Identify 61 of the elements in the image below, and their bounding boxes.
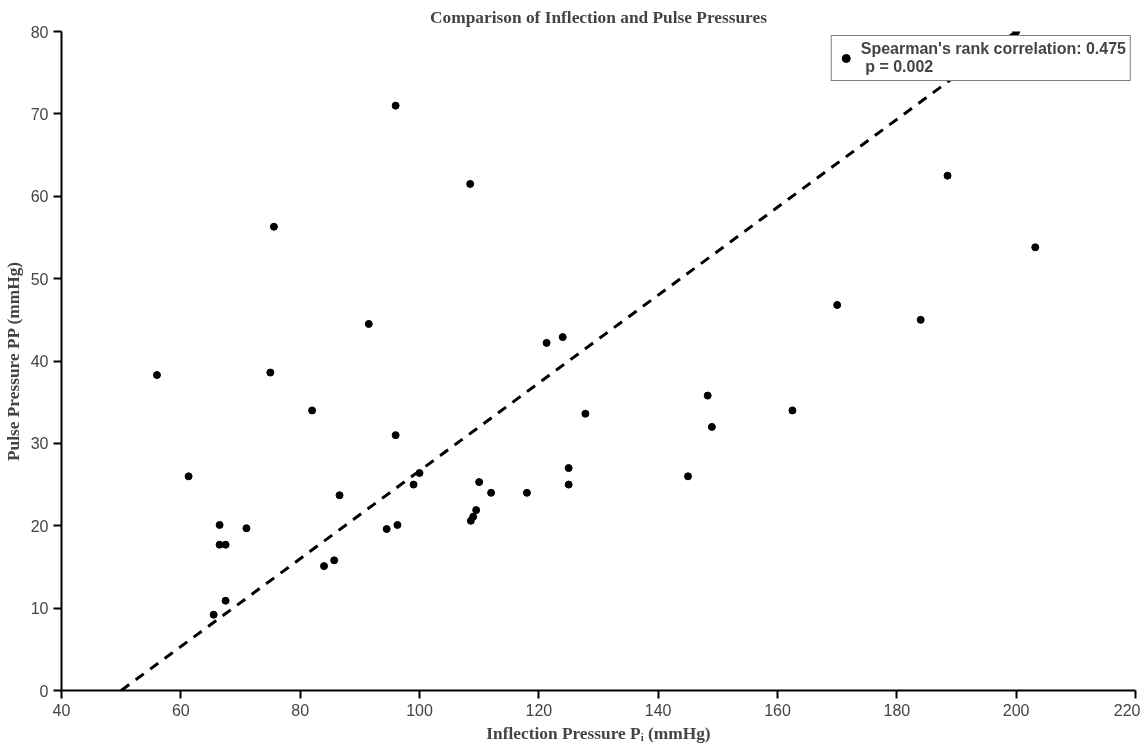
point — [269, 222, 278, 231]
point — [466, 179, 475, 188]
x-tick-label: 200 — [1002, 701, 1030, 719]
point — [330, 556, 339, 565]
y-tick-label: 0 — [39, 682, 49, 700]
point — [364, 319, 373, 328]
point — [943, 171, 952, 180]
x-tick-label: 180 — [883, 701, 911, 719]
point — [152, 371, 161, 379]
point — [564, 480, 573, 489]
x-tick-label: 100 — [406, 701, 433, 719]
x-tick-label: 140 — [644, 701, 672, 719]
point — [308, 406, 317, 415]
y-tick-label: 70 — [30, 105, 49, 123]
point — [469, 512, 478, 521]
point — [221, 540, 230, 549]
point — [320, 562, 329, 571]
y-tick-label: 50 — [30, 270, 49, 288]
point — [475, 478, 484, 487]
point — [335, 491, 344, 500]
x-axis-title: Inflection Pressure Pᵢ (mmHg) — [486, 723, 711, 743]
point — [581, 409, 590, 418]
point — [391, 101, 400, 110]
point — [684, 472, 692, 481]
x-tick-label: 80 — [291, 701, 310, 719]
y-tick-label: 30 — [30, 435, 49, 453]
x-tick-label: 120 — [525, 701, 553, 719]
point — [788, 406, 797, 415]
y-tick-label: 80 — [30, 23, 49, 41]
y-tick-label: 10 — [30, 600, 49, 618]
point — [558, 333, 567, 342]
x-tick-label: 60 — [171, 701, 190, 719]
y-tick-label: 60 — [30, 188, 49, 206]
point — [564, 464, 573, 473]
y-tick-label: 40 — [30, 353, 49, 370]
point — [409, 480, 418, 489]
point — [221, 596, 230, 605]
point — [542, 338, 551, 347]
point — [382, 525, 391, 534]
legend-label: Spearman's rank correlation: 0.475 p = 0.002 — [860, 40, 1126, 76]
chart-title: Comparison of Inflection and Pulse Pressures — [430, 7, 768, 27]
y-axis-title: Pulse Pressure PP (mmHg) — [3, 261, 23, 462]
point — [242, 524, 251, 533]
point — [707, 422, 716, 431]
point — [393, 520, 402, 529]
point — [215, 520, 224, 529]
point — [391, 431, 400, 440]
point — [266, 368, 275, 377]
point — [703, 391, 712, 400]
point — [522, 488, 531, 497]
point — [184, 472, 193, 481]
x-tick-label: 40 — [52, 701, 71, 719]
point — [209, 610, 218, 619]
point — [1031, 243, 1040, 252]
point — [472, 506, 481, 515]
point — [916, 315, 925, 324]
point — [487, 488, 496, 497]
point — [833, 300, 842, 309]
x-tick-label: 160 — [764, 701, 791, 719]
x-tick-label: 220 — [1113, 701, 1141, 719]
y-tick-label: 20 — [30, 517, 49, 535]
